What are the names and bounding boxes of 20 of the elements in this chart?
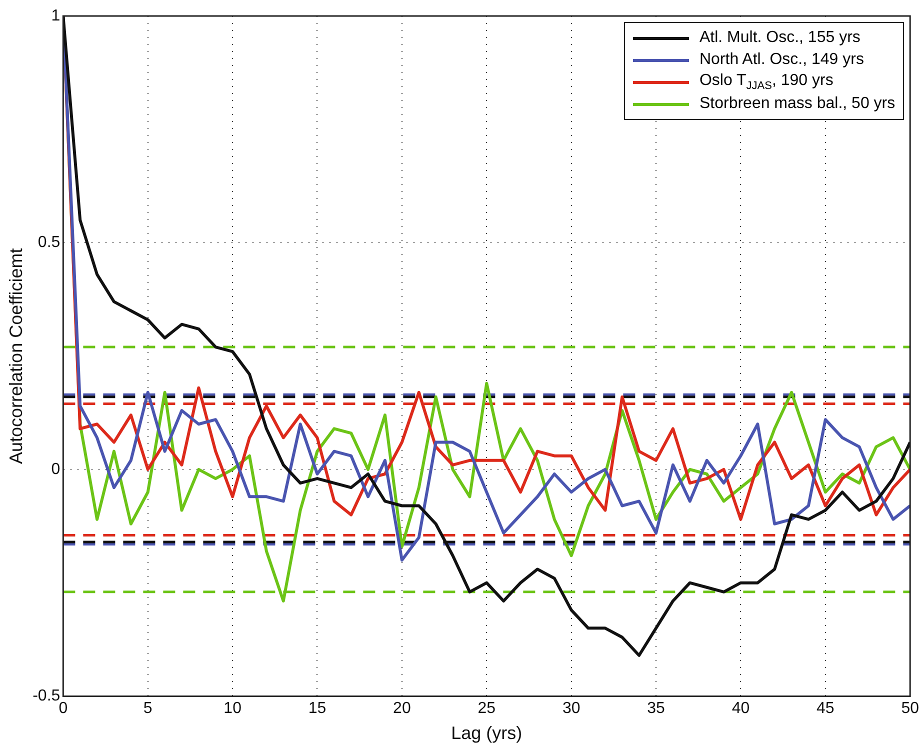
y-tick-label: 0.5 (38, 234, 60, 252)
x-tick-label: 5 (143, 700, 152, 718)
y-axis-title: Autocorrelation Coefficiemt (6, 248, 26, 464)
x-tick-label: 35 (647, 700, 666, 718)
x-tick-label: 45 (816, 700, 834, 718)
legend-label: Atl. Mult. Osc., 155 yrs (699, 29, 860, 47)
y-tick-label: 0 (51, 460, 60, 478)
legend-label: North Atl. Osc., 149 yrs (699, 51, 864, 69)
y-tick-label: 1 (51, 7, 60, 24)
x-tick-label: 20 (393, 700, 411, 718)
x-tick-label: 30 (562, 700, 580, 718)
legend-label: Storbreen mass bal., 50 yrs (699, 95, 896, 113)
legend-label: Oslo T$_{JJAS}$, 190 yrs (699, 72, 834, 92)
x-tick-label: 50 (901, 700, 920, 718)
x-tick-label: 25 (478, 700, 496, 718)
x-tick-label: 10 (224, 700, 242, 718)
x-tick-label: 15 (308, 700, 326, 718)
x-tick-label: 40 (732, 700, 750, 718)
x-axis-title: Lag (yrs) (451, 723, 522, 744)
y-tick-label: -0.5 (32, 688, 60, 705)
